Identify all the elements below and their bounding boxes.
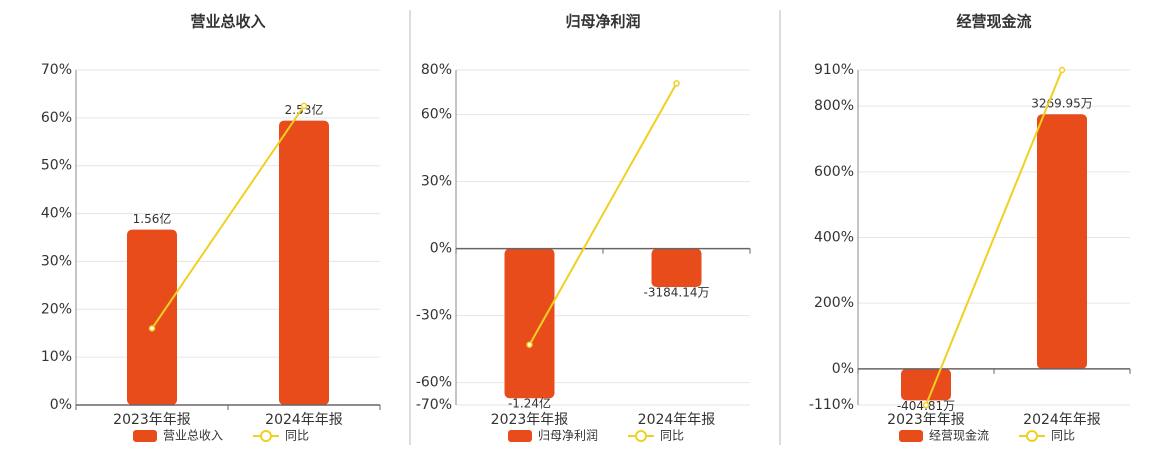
line [528, 82, 678, 346]
bar [279, 120, 329, 405]
y-tick-label: -110% [809, 397, 854, 413]
value-label: 1.56亿 [133, 211, 172, 226]
legend-swatch [133, 430, 157, 442]
legend-marker [635, 430, 647, 442]
value-label: -1.24亿 [508, 396, 551, 411]
y-tick-label: 200% [814, 295, 854, 311]
y-tick-label: 40% [41, 206, 72, 222]
y-tick-label: 60% [421, 107, 452, 123]
y-tick-label: 910% [814, 62, 854, 78]
y-tick-label: 600% [814, 164, 854, 180]
y-tick-label: -60% [416, 375, 452, 391]
line-point [148, 325, 156, 332]
y-tick-label: 80% [421, 62, 452, 78]
bar [651, 248, 702, 288]
value-label: 2.53亿 [285, 102, 324, 117]
bar [901, 368, 951, 401]
legend-label: 经营现金流 [929, 428, 989, 443]
x-tick-label: 2023年年报 [887, 412, 965, 428]
line [151, 105, 305, 329]
y-tick-label: 50% [41, 158, 72, 174]
x-tick-label: 2023年年报 [491, 412, 569, 428]
line-point [300, 102, 308, 110]
legend-marker [1026, 430, 1038, 442]
y-tick-label: 400% [814, 230, 854, 246]
y-tick-label: 70% [41, 62, 72, 78]
legend-label: 同比 [660, 429, 684, 443]
y-tick-label: 800% [814, 98, 854, 114]
bar [1037, 114, 1087, 369]
value-label: -3184.14万 [644, 286, 710, 300]
chart-title: 归母净利润 [565, 13, 640, 31]
y-tick-label: 0% [430, 241, 452, 257]
y-tick-label: 0% [50, 397, 72, 413]
y-tick-label: 0% [832, 361, 854, 377]
legend-swatch [508, 430, 532, 442]
y-tick-label: -30% [416, 308, 452, 324]
y-tick-label: 20% [41, 301, 72, 317]
y-tick-label: 30% [41, 253, 72, 269]
legend-label: 同比 [1051, 429, 1075, 443]
value-label: 3269.95万 [1031, 97, 1093, 111]
y-tick-label: -70% [416, 397, 452, 413]
chart-title: 营业总收入 [190, 13, 265, 31]
x-tick-label: 2023年年报 [113, 412, 191, 428]
line-point [1058, 66, 1066, 74]
x-tick-label: 2024年年报 [1023, 412, 1101, 428]
legend-swatch [899, 430, 923, 442]
bar [127, 229, 177, 405]
legend-label: 营业总收入 [163, 429, 223, 443]
legend-marker [260, 430, 272, 442]
legend-label: 同比 [285, 429, 309, 443]
line [925, 69, 1063, 406]
x-tick-label: 2024年年报 [265, 412, 343, 428]
y-tick-label: 30% [421, 174, 452, 190]
y-tick-label: 60% [41, 110, 72, 126]
line-point [922, 401, 930, 409]
bar [504, 248, 555, 399]
line-point [673, 80, 680, 87]
x-tick-label: 2024年年报 [638, 412, 716, 428]
y-tick-label: 10% [41, 349, 72, 365]
legend-label: 归母净利润 [538, 429, 598, 443]
line-point [526, 341, 533, 348]
chart-title: 经营现金流 [956, 13, 1031, 31]
